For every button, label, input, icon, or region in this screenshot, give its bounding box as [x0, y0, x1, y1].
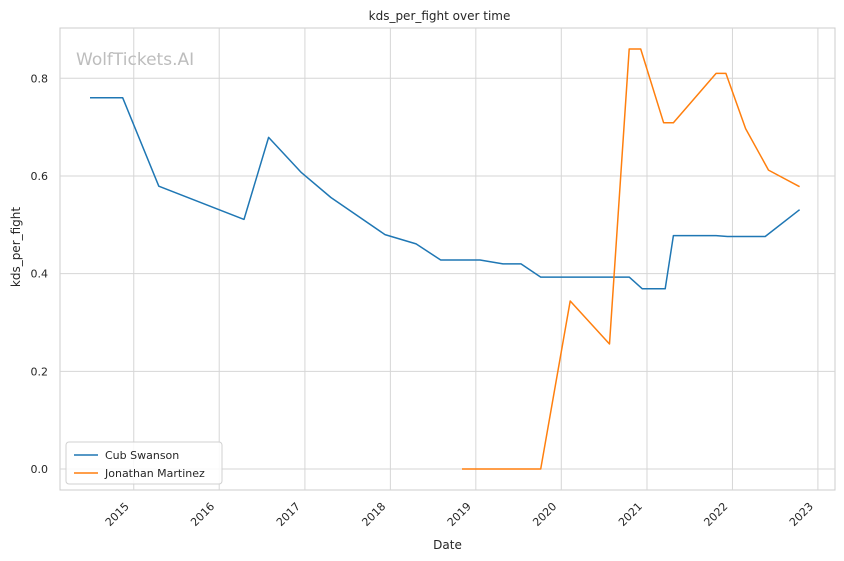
data-point-cub-swanson: [715, 235, 717, 237]
series-line-cub-swanson: [90, 97, 801, 290]
data-point-cub-swanson: [122, 97, 124, 99]
legend: Cub Swanson Jonathan Martinez: [65, 441, 223, 485]
data-point-cub-swanson: [330, 197, 332, 199]
data-point-jonathan-martinez: [540, 468, 542, 470]
data-point-cub-swanson: [799, 209, 801, 211]
data-point-cub-swanson: [520, 263, 522, 265]
data-point-cub-swanson: [89, 97, 91, 99]
data-point-jonathan-martinez: [715, 73, 717, 75]
data-point-jonathan-martinez: [725, 73, 727, 75]
legend-label-cub-swanson: Cub Swanson: [105, 449, 179, 462]
x-tick-label: 2015: [103, 500, 132, 529]
data-point-cub-swanson: [479, 259, 481, 261]
y-tick-label: 0.0: [31, 463, 49, 476]
y-tick-label: 0.8: [31, 72, 49, 85]
y-tick-label: 0.2: [31, 365, 49, 378]
data-point-jonathan-martinez: [673, 122, 675, 124]
legend-label-jonathan-martinez: Jonathan Martinez: [104, 467, 205, 480]
data-point-cub-swanson: [243, 219, 245, 221]
data-point-jonathan-martinez: [799, 186, 801, 188]
x-tick-label: 2021: [616, 500, 645, 529]
x-tick-label: 2017: [274, 500, 303, 529]
x-tick-label: 2020: [530, 500, 559, 529]
x-tick-label: 2018: [359, 500, 388, 529]
y-axis-label: kds_per_fight: [9, 207, 23, 288]
data-point-jonathan-martinez: [609, 343, 611, 345]
axis-ticks: 0.0 0.2 0.4 0.6 0.8 2015 2016 2017 2018 2019 2020 2…: [31, 72, 816, 529]
data-point-jonathan-martinez: [663, 122, 665, 124]
x-axis-label: Date: [433, 538, 462, 552]
data-point-jonathan-martinez: [535, 468, 537, 470]
series-lines: [89, 48, 801, 470]
data-point-cub-swanson: [664, 288, 666, 290]
y-tick-label: 0.4: [31, 268, 49, 281]
data-point-cub-swanson: [158, 185, 160, 187]
y-tick-label: 0.6: [31, 170, 49, 183]
x-tick-label: 2019: [445, 500, 474, 529]
x-tick-label: 2022: [701, 500, 730, 529]
data-point-cub-swanson: [628, 276, 630, 278]
data-point-cub-swanson: [673, 235, 675, 237]
grid: [60, 28, 835, 490]
data-point-cub-swanson: [727, 236, 729, 238]
data-point-cub-swanson: [440, 259, 442, 261]
data-point-jonathan-martinez: [569, 300, 571, 302]
data-point-cub-swanson: [642, 288, 644, 290]
data-point-cub-swanson: [301, 172, 303, 174]
watermark: WolfTickets.AI: [76, 50, 194, 70]
x-tick-label: 2016: [188, 500, 217, 529]
data-point-jonathan-martinez: [640, 48, 642, 50]
series-line-jonathan-martinez: [462, 48, 800, 470]
data-point-cub-swanson: [502, 263, 504, 265]
data-point-cub-swanson: [384, 234, 386, 236]
data-point-cub-swanson: [415, 243, 417, 245]
data-point-jonathan-martinez: [461, 468, 463, 470]
x-tick-label: 2023: [787, 500, 816, 529]
data-point-cub-swanson: [540, 276, 542, 278]
data-point-jonathan-martinez: [628, 48, 630, 50]
legend-box: [65, 441, 223, 485]
data-point-jonathan-martinez: [768, 169, 770, 171]
data-point-cub-swanson: [268, 137, 270, 139]
plot-area: [59, 27, 836, 491]
data-point-jonathan-martinez: [745, 128, 747, 130]
chart-title: kds_per_fight over time: [369, 9, 511, 23]
data-point-cub-swanson: [764, 236, 766, 238]
